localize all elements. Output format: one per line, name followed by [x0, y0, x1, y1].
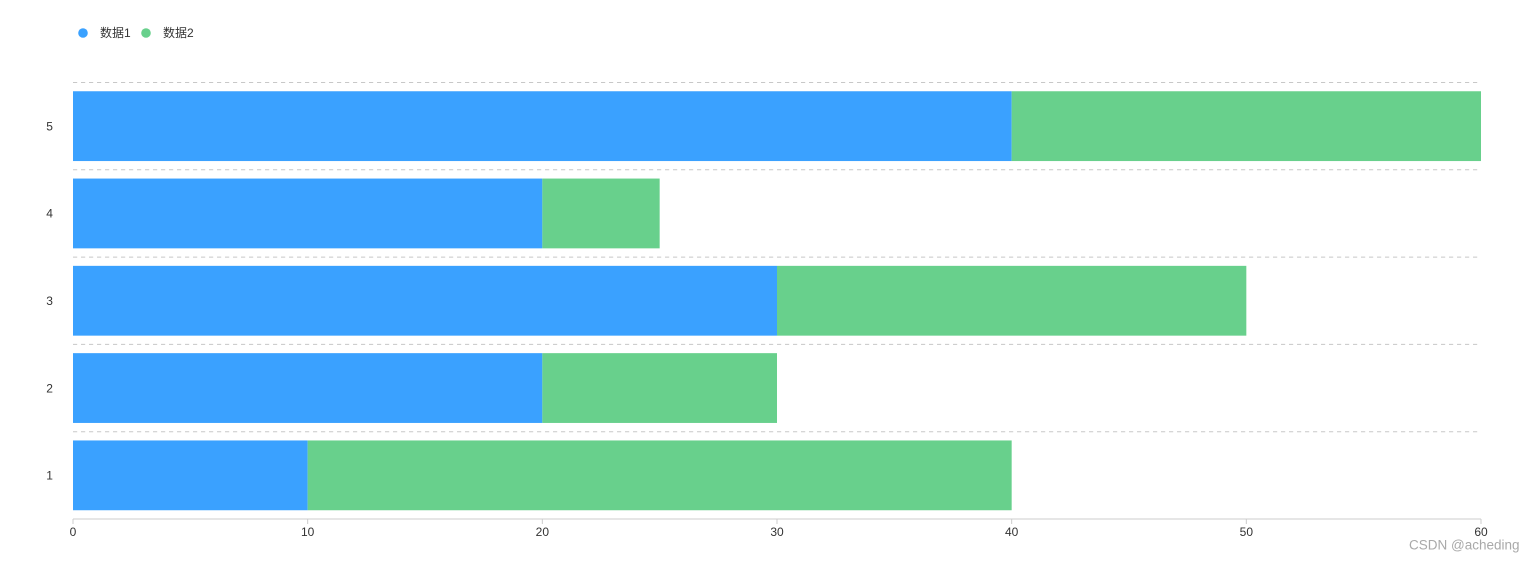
- svg-text:40: 40: [1005, 525, 1019, 539]
- svg-text:60: 60: [1474, 525, 1488, 539]
- svg-text:50: 50: [1240, 525, 1254, 539]
- svg-text:2: 2: [46, 381, 53, 395]
- svg-text:1: 1: [46, 469, 53, 483]
- svg-text:3: 3: [46, 294, 53, 308]
- svg-text:30: 30: [770, 525, 784, 539]
- svg-text:0: 0: [70, 525, 77, 539]
- svg-text:5: 5: [46, 119, 53, 133]
- svg-text:20: 20: [536, 525, 550, 539]
- svg-text:数据2: 数据2: [163, 25, 194, 40]
- svg-text:4: 4: [46, 207, 53, 221]
- svg-text:CSDN @acheding: CSDN @acheding: [1409, 538, 1520, 553]
- svg-text:数据1: 数据1: [100, 25, 131, 40]
- svg-text:10: 10: [301, 525, 315, 539]
